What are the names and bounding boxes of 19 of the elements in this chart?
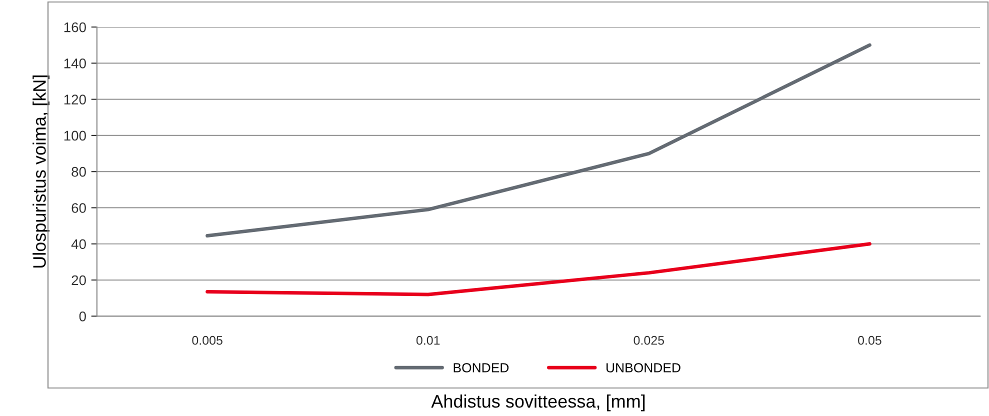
x-axis-title: Ahdistus sovitteessa, [mm] xyxy=(431,394,645,412)
y-tick-label: 100 xyxy=(64,130,86,141)
y-tick-label: 60 xyxy=(72,203,86,213)
y-tick-label: 120 xyxy=(64,94,86,104)
legend-label: BONDED xyxy=(454,363,509,372)
x-tick-label: 0.05 xyxy=(858,336,882,345)
y-tick-label: 40 xyxy=(71,239,86,250)
line-series xyxy=(206,242,872,296)
y-tick-label: 0 xyxy=(79,311,86,322)
y-tick-label: 80 xyxy=(72,166,86,177)
y-tick-label: 140 xyxy=(64,58,86,68)
x-tick-label: 0.005 xyxy=(192,336,222,345)
line-series xyxy=(206,43,872,238)
y-tick-label: 160 xyxy=(64,22,86,32)
legend-label: UNBONDED xyxy=(606,363,680,372)
y-axis-title: Ulospuristus voima, [kN] xyxy=(32,76,50,268)
x-tick-label: 0.01 xyxy=(416,336,440,345)
x-tick-label: 0.025 xyxy=(634,336,664,345)
y-tick-label: 20 xyxy=(72,275,86,286)
